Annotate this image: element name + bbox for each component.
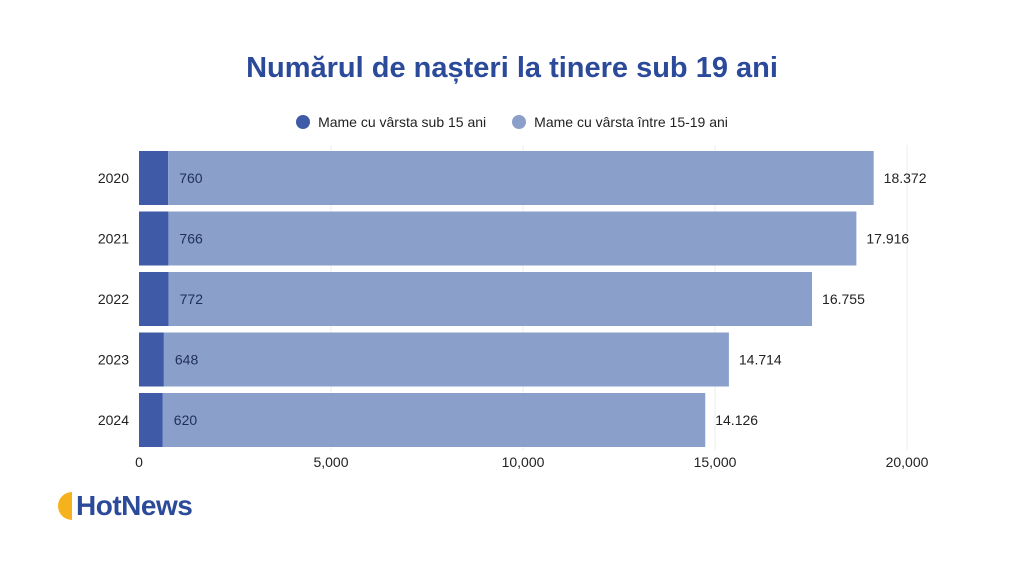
bar-segment-15-19 [162,393,706,447]
hotnews-logo: HotNews [58,490,193,522]
x-tick-label: 20,000 [886,454,929,470]
bar-segment-15-19 [163,332,729,387]
y-category-label: 2024 [98,412,129,428]
y-category-label: 2022 [98,291,129,307]
legend-label-15-19: Mame cu vârsta între 15-19 ani [534,114,728,130]
legend-swatch-under-15 [296,115,311,129]
data-label-15-19: 14.714 [739,352,782,368]
bar-segment-15-19 [168,151,874,205]
data-label-15-19: 14.126 [715,412,758,428]
x-tick-label: 5,000 [313,454,348,470]
logo-text: HotNews [76,490,193,521]
bar-segment-under-15 [139,393,163,447]
data-label-under-15: 760 [179,170,203,186]
bar-segment-under-15 [139,332,164,387]
bar-segment-15-19 [168,211,857,266]
logo-half-circle-icon [58,492,74,520]
y-category-label: 2023 [98,352,129,368]
bar-segment-under-15 [139,211,169,266]
data-label-under-15: 772 [180,291,204,307]
data-label-under-15: 766 [179,231,203,247]
legend: Mame cu vârsta sub 15 ani Mame cu vârsta… [0,114,1024,130]
chart-title: Numărul de nașteri la tinere sub 19 ani [246,52,778,84]
data-label-under-15: 620 [174,412,198,428]
bar-segment-15-19 [168,272,813,326]
x-tick-label: 10,000 [502,454,545,470]
data-label-15-19: 18.372 [884,170,927,186]
y-category-label: 2021 [98,231,129,247]
bar-segment-under-15 [139,151,169,205]
data-label-under-15: 648 [175,352,199,368]
legend-label-under-15: Mame cu vârsta sub 15 ani [318,114,487,130]
legend-item-15-19: Mame cu vârsta între 15-19 ani [512,114,728,130]
legend-item-under-15: Mame cu vârsta sub 15 ani [296,114,486,130]
y-category-label: 2020 [98,170,129,186]
bar-segment-under-15 [139,272,169,326]
x-tick-label: 0 [135,454,143,470]
legend-swatch-15-19 [512,115,527,129]
data-label-15-19: 17.916 [866,231,909,247]
data-label-15-19: 16.755 [822,291,865,307]
x-tick-label: 15,000 [694,454,737,470]
